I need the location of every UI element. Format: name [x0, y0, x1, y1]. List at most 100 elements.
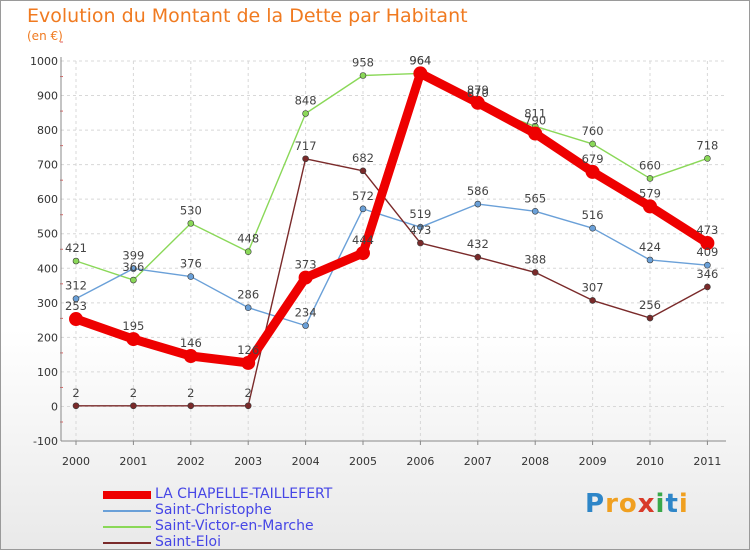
data-label-la-chapelle-taillefert: 253: [65, 299, 87, 313]
x-tick-label: 2009: [579, 455, 607, 468]
axes: -100 0 100 200 300 400 500 600 700 800 900 1000 2000…: [30, 41, 726, 468]
y-tick-label: 800: [37, 124, 58, 137]
data-label-saint-christophe: 286: [237, 288, 259, 302]
data-label-saint-christophe: 572: [352, 189, 374, 203]
data-label-saint-victor-en-marche: 660: [639, 158, 661, 172]
data-point-saint-victor-en-marche: [704, 155, 711, 162]
data-point-saint-christophe: [359, 205, 367, 213]
data-point-saint-eloi: [589, 297, 596, 304]
y-tick-label: 1000: [30, 55, 58, 68]
data-label-la-chapelle-taillefert: 126: [237, 343, 259, 357]
data-label-saint-eloi: 346: [696, 267, 718, 281]
legend-swatch: [103, 510, 151, 512]
data-label-la-chapelle-taillefert: 373: [295, 258, 317, 272]
data-point-saint-eloi: [244, 402, 252, 410]
data-label-saint-eloi: 717: [295, 139, 317, 153]
data-point-la-chapelle-taillefert: [183, 349, 198, 364]
data-point-saint-christophe: [589, 224, 596, 232]
series-line-saint-victor-en-marche: [75, 72, 709, 281]
y-tick-label: 500: [37, 228, 58, 241]
data-label-saint-eloi: 473: [409, 223, 431, 237]
x-tick-label: 2008: [521, 455, 549, 468]
data-point-la-chapelle-taillefert: [241, 355, 256, 370]
data-label-saint-christophe: 409: [696, 245, 718, 259]
series-line-la-chapelle-taillefert: [71, 68, 712, 368]
data-label-saint-victor-en-marche: 530: [180, 203, 202, 217]
data-label-saint-victor-en-marche: 760: [582, 124, 604, 138]
data-label-saint-christophe: 586: [467, 184, 489, 198]
data-point-saint-eloi: [302, 155, 309, 163]
data-point-saint-christophe: [130, 265, 137, 272]
y-tick-label: 0: [51, 400, 58, 413]
data-point-saint-eloi: [359, 167, 367, 175]
y-tick-label: -100: [33, 435, 58, 448]
data-point-saint-christophe: [187, 273, 195, 280]
x-tick-label: 2001: [119, 455, 147, 468]
data-point-saint-victor-en-marche: [130, 276, 137, 284]
logo-letter: P: [585, 489, 606, 519]
x-tick-label: 2006: [406, 455, 434, 468]
data-label-la-chapelle-taillefert: 679: [582, 152, 604, 166]
data-point-saint-christophe: [704, 261, 711, 269]
data-point-la-chapelle-taillefert: [298, 270, 313, 285]
data-label-saint-victor-en-marche: 964: [409, 53, 431, 67]
data-label-saint-christophe: 519: [409, 207, 431, 221]
data-label-saint-eloi: 256: [639, 298, 661, 312]
data-label-la-chapelle-taillefert: 879: [467, 83, 489, 97]
data-point-saint-eloi: [531, 269, 539, 276]
data-point-la-chapelle-taillefert: [126, 332, 141, 347]
series-line-saint-eloi: [75, 158, 709, 407]
data-label-saint-eloi: 2: [130, 386, 137, 400]
data-point-saint-christophe: [72, 295, 80, 302]
legend-label: Saint-Christophe: [155, 502, 272, 518]
x-tick-label: 2011: [693, 455, 721, 468]
data-label-saint-victor-en-marche: 811: [524, 106, 546, 120]
data-labels: 421 366 530 448 848 958 964 870 811 760 660 718 312 3…: [65, 53, 718, 399]
data-label-saint-victor-en-marche: 848: [295, 94, 317, 108]
data-label-saint-christophe: 516: [582, 208, 604, 222]
data-label-saint-victor-en-marche: 366: [122, 260, 144, 274]
data-point-saint-victor-en-marche: [72, 257, 80, 265]
legend-label: Saint-Victor-en-Marche: [155, 518, 314, 534]
proxiti-logo: Proxiti: [585, 489, 689, 519]
data-point-la-chapelle-taillefert: [413, 66, 428, 81]
y-tick-label: 600: [37, 193, 58, 206]
data-point-la-chapelle-taillefert: [585, 164, 600, 179]
data-point-la-chapelle-taillefert: [69, 312, 83, 327]
data-point-saint-christophe: [646, 256, 654, 264]
data-label-la-chapelle-taillefert: 195: [122, 319, 144, 333]
data-point-saint-victor-en-marche: [646, 175, 654, 182]
data-label-saint-victor-en-marche: 870: [467, 86, 489, 100]
data-point-saint-victor-en-marche: [359, 72, 367, 79]
data-point-saint-eloi: [130, 402, 137, 410]
data-point-saint-victor-en-marche: [302, 110, 309, 117]
data-label-la-chapelle-taillefert: 964: [409, 53, 431, 67]
chart-title: Evolution du Montant de la Dette par Hab…: [27, 5, 468, 27]
data-label-saint-victor-en-marche: 718: [696, 138, 718, 152]
data-point-saint-christophe: [531, 207, 539, 215]
data-label-saint-christophe: 565: [524, 191, 546, 205]
y-tick-label: 700: [37, 159, 58, 172]
logo-letter: r: [605, 489, 619, 519]
data-label-saint-christophe: 312: [65, 279, 87, 293]
data-label-saint-eloi: 307: [582, 280, 604, 294]
y-tick-label: 400: [37, 262, 58, 275]
data-label-saint-victor-en-marche: 448: [237, 232, 259, 246]
data-label-la-chapelle-taillefert: 790: [524, 114, 546, 128]
data-point-saint-eloi: [704, 283, 711, 291]
data-point-saint-christophe: [302, 322, 309, 329]
data-label-saint-eloi: 432: [467, 237, 489, 251]
logo-letter: o: [618, 489, 638, 519]
data-point-saint-victor-en-marche: [187, 220, 195, 227]
logo-letter: t: [665, 489, 679, 519]
data-label-la-chapelle-taillefert: 146: [180, 336, 202, 350]
data-point-la-chapelle-taillefert: [528, 126, 543, 141]
data-label-la-chapelle-taillefert: 579: [639, 186, 661, 200]
x-tick-label: 2003: [234, 455, 262, 468]
y-tick-label: 900: [37, 90, 58, 103]
data-label-saint-victor-en-marche: 421: [65, 241, 87, 255]
data-point-saint-eloi: [474, 253, 482, 261]
x-tick-label: 2007: [464, 455, 492, 468]
data-label-saint-eloi: 2: [245, 386, 252, 400]
